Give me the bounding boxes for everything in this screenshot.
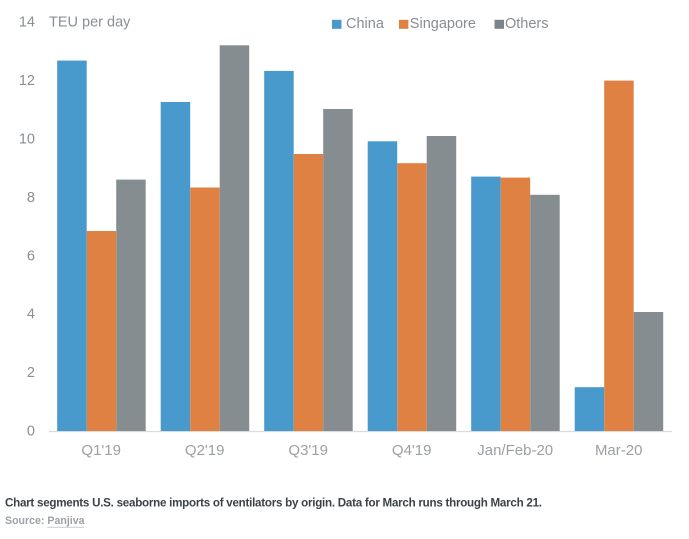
svg-text:14: 14 (19, 15, 35, 31)
svg-text:Singapore: Singapore (410, 16, 476, 32)
svg-text:Source: Panjiva: Source: Panjiva (5, 515, 85, 527)
svg-text:12: 12 (19, 73, 35, 89)
svg-text:4: 4 (27, 307, 35, 323)
svg-text:8: 8 (27, 190, 35, 206)
svg-text:Q1'19: Q1'19 (81, 442, 121, 459)
svg-text:China: China (346, 16, 385, 32)
svg-text:0: 0 (27, 424, 35, 440)
svg-text:Jan/Feb-20: Jan/Feb-20 (477, 442, 553, 459)
svg-text:Mar-20: Mar-20 (595, 442, 643, 459)
svg-text:10: 10 (19, 131, 35, 147)
svg-text:Q3'19: Q3'19 (288, 442, 328, 459)
svg-text:TEU per day: TEU per day (49, 15, 131, 31)
svg-text:Q2'19: Q2'19 (185, 442, 225, 459)
svg-text:Chart segments U.S. seaborne i: Chart segments U.S. seaborne imports of … (5, 497, 542, 510)
svg-text:Q4'19: Q4'19 (392, 442, 432, 459)
svg-text:2: 2 (27, 365, 35, 381)
svg-text:Others: Others (505, 16, 549, 32)
svg-text:6: 6 (27, 248, 35, 264)
